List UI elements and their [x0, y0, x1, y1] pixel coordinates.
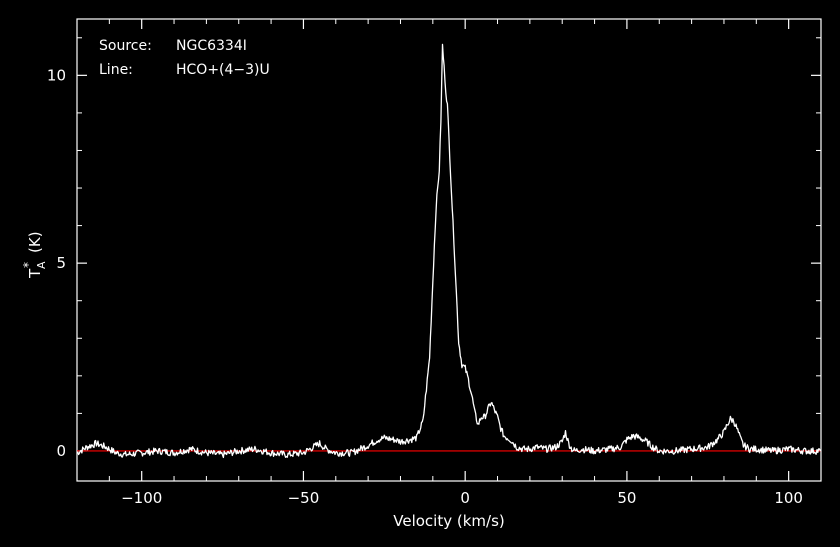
spectrum-line	[76, 43, 822, 459]
y-axis-label-unit: (K)	[26, 231, 44, 253]
x-tick-labels: −100 −50 0 50 100	[121, 489, 803, 507]
x-tick-label: −50	[288, 489, 320, 507]
line-label: Line:	[99, 62, 133, 78]
y-axis-label-main: T	[26, 268, 44, 279]
y-axis-label-sub: A	[35, 261, 48, 269]
source-label: Source:	[99, 38, 152, 54]
plot-frame	[76, 18, 822, 482]
y-tick-labels: 0 5 10	[47, 66, 66, 460]
y-tick-label: 10	[47, 66, 66, 84]
x-tick-label: 0	[460, 489, 470, 507]
plot-border	[76, 18, 822, 482]
line-value: HCO+(4−3)U	[176, 62, 270, 78]
source-value: NGC6334I	[176, 38, 247, 54]
x-axis-label: Velocity (km/s)	[393, 512, 504, 530]
x-tick-label: −100	[121, 489, 162, 507]
x-tick-label: 100	[774, 489, 803, 507]
y-axis-label-sup: *	[21, 262, 35, 268]
y-tick-label: 5	[56, 254, 66, 272]
y-axis-label: T * A (K)	[21, 231, 48, 279]
y-tick-label: 0	[56, 442, 66, 460]
x-tick-label: 50	[617, 489, 636, 507]
